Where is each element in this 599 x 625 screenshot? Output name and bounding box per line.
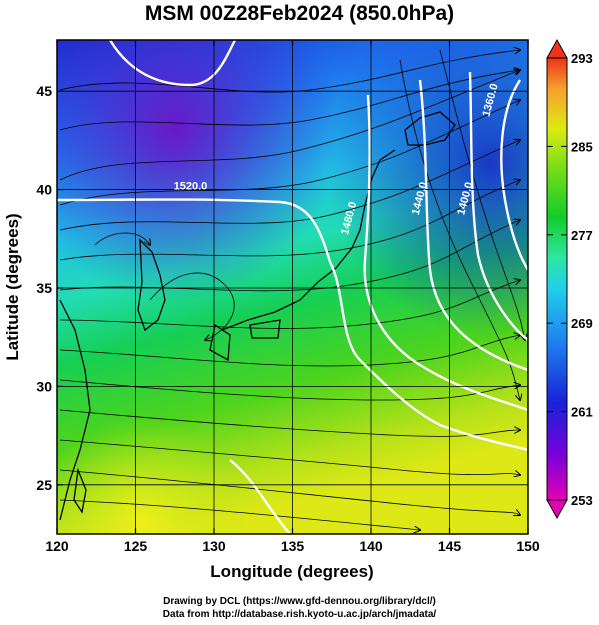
korea-coastline <box>137 238 166 332</box>
y-tick-label: 45 <box>36 83 52 99</box>
y-axis-title: Latitude (degrees) <box>3 213 22 360</box>
streamline <box>59 180 520 261</box>
kyushu-coastline <box>209 323 231 362</box>
streamline <box>59 70 520 131</box>
colorbar-tick-label: 261 <box>571 405 593 420</box>
colorbar: 293 285 277 269 261 253 <box>546 38 593 520</box>
streamline <box>59 469 520 515</box>
y-tick-label: 40 <box>36 182 52 198</box>
colorbar-body <box>546 57 568 501</box>
streamline <box>59 220 520 292</box>
height-contours <box>57 40 528 534</box>
x-tick-label: 150 <box>516 538 540 554</box>
y-tick-label: 30 <box>36 378 52 394</box>
x-tick-label: 125 <box>124 538 148 554</box>
streamline <box>59 499 420 530</box>
colorbar-tick-label: 285 <box>571 139 593 154</box>
contour-1480 <box>363 94 528 412</box>
y-axis: 25 30 35 40 45 <box>36 83 63 493</box>
x-axis-title: Longitude (degrees) <box>210 562 373 581</box>
contour-north <box>108 40 237 87</box>
contour-1440 <box>418 79 528 372</box>
colorbar-tick-label: 277 <box>571 228 593 243</box>
contour-1520 <box>57 198 528 452</box>
streamline <box>59 439 520 475</box>
contour-1400 <box>468 71 528 341</box>
colorbar-top-triangle <box>546 38 568 59</box>
x-tick-label: 145 <box>438 538 462 554</box>
x-axis: 120 125 130 135 140 145 150 <box>45 40 540 554</box>
streamline <box>439 49 525 340</box>
streamline <box>94 232 150 245</box>
x-tick-label: 130 <box>202 538 226 554</box>
streamline <box>59 409 520 437</box>
y-tick-label: 25 <box>36 477 52 493</box>
streamline <box>59 100 520 206</box>
credits-line-1: Drawing by DCL (https://www.gfd-dennou.o… <box>163 596 436 607</box>
japan-honshu-coastline <box>221 149 396 331</box>
colorbar-tick-label: 269 <box>571 316 593 331</box>
x-tick-label: 140 <box>359 538 383 554</box>
contour-south <box>229 459 291 534</box>
streamline <box>149 272 235 340</box>
contour-1360 <box>500 79 528 271</box>
contour-label: 1520.0 <box>174 181 208 193</box>
streamlines <box>59 49 525 530</box>
streamline <box>59 70 520 181</box>
colorbar-tick-label: 293 <box>571 51 593 66</box>
x-tick-label: 120 <box>45 538 69 554</box>
x-tick-label: 135 <box>281 538 305 554</box>
shikoku-coastline <box>249 319 281 339</box>
y-tick-label: 35 <box>36 280 52 296</box>
colorbar-bottom-triangle <box>546 499 568 520</box>
taiwan-coastline <box>73 467 87 514</box>
credits-line-2: Data from http://database.rish.kyoto-u.a… <box>162 609 437 620</box>
streamline <box>399 59 520 400</box>
streamline <box>59 335 520 367</box>
streamline <box>59 280 520 329</box>
streamline <box>59 379 520 401</box>
credits: Drawing by DCL (https://www.gfd-dennou.o… <box>0 595 599 621</box>
streamline <box>59 140 520 231</box>
colorbar-tick-label: 253 <box>571 493 593 508</box>
graticule <box>57 40 528 534</box>
china-coastline <box>59 299 91 521</box>
map-title: MSM 00Z28Feb2024 (850.0hPa) <box>144 2 455 25</box>
